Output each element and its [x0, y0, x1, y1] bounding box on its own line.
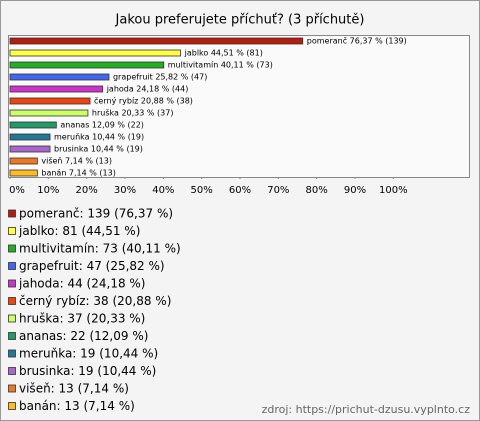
legend-label: ananas: 22 (12,09 %): [19, 329, 148, 343]
legend-swatch: [8, 402, 16, 410]
x-tick-label: 50%: [191, 185, 213, 196]
source: zdroj: https://prichut-dzusu.vyplnto.cz: [262, 403, 471, 416]
bar-label: jahoda 24,18 % (44): [106, 85, 189, 94]
bar: [9, 133, 51, 141]
legend-swatch: [8, 314, 16, 323]
legend-label: jahoda: 44 (24,18 %): [18, 277, 145, 291]
legend-label: grapefruit: 47 (25,82 %): [19, 259, 165, 273]
bar: [9, 49, 182, 57]
bar-label: jablko 44,51 % (81): [184, 49, 263, 58]
legend-label: meruňka: 19 (10,44 %): [19, 347, 158, 361]
bar-label: pomeranč 76,37 % (139): [307, 36, 407, 46]
bar-label: hruška 20,33 % (37): [92, 108, 174, 118]
legend-swatch: [8, 332, 16, 340]
x-tick-label: 0%: [9, 185, 25, 196]
chart-title: Jakou preferujete příchuť? (3 příchutě): [115, 13, 365, 28]
legend-swatch: [8, 244, 16, 253]
legend-label: černý rybíz: 38 (20,88 %): [19, 294, 171, 308]
bar: [9, 37, 304, 45]
bar: [9, 61, 165, 69]
legend-swatch: [8, 367, 16, 375]
bar: [9, 169, 38, 177]
bar-label: višeň 7,14 % (13): [41, 156, 112, 166]
legend-label: brusinka: 19 (10,44 %): [19, 364, 156, 378]
legend-label: hruška: 37 (20,33 %): [19, 312, 145, 326]
legend-label: pomeranč: 139 (76,37 %): [19, 207, 173, 221]
legend-label: banán: 13 (7,14 %): [19, 399, 135, 413]
x-tick-label: 60%: [229, 185, 251, 196]
x-tick-label: 10%: [37, 185, 59, 196]
plot-frame: [8, 35, 470, 178]
bar-label: meruňka 10,44 % (19): [54, 132, 144, 142]
x-tick-label: 90%: [344, 185, 366, 196]
x-tick-label: 70%: [267, 185, 289, 196]
bar: [9, 121, 57, 129]
legend-swatch: [8, 262, 16, 270]
x-tick-label: 40%: [152, 185, 174, 196]
bar: [9, 73, 110, 81]
legend-label: jablko: 81 (44,51 %): [18, 224, 140, 238]
legend-swatch: [8, 384, 16, 393]
legend-swatch: [8, 297, 16, 305]
legend-swatch: [8, 227, 16, 235]
bar-label: brusinka 10,44 % (19): [54, 145, 143, 154]
bar: [9, 97, 91, 105]
legend-label: višeň: 13 (7,14 %): [19, 382, 129, 396]
x-tick-label: 20%: [76, 185, 98, 196]
legend-swatch: [8, 279, 16, 288]
bar-label: ananas 12,09 % (22): [60, 121, 144, 130]
bar: [9, 145, 51, 153]
bar-label: grapefruit 25,82 % (47): [113, 73, 207, 82]
bar: [9, 85, 104, 93]
x-tick-label: 100%: [379, 185, 408, 196]
legend-swatch: [8, 349, 16, 358]
bar-label: černý rybíz 20,88 % (38): [94, 96, 193, 106]
bar-label: multivitamín 40,11 % (73): [168, 61, 273, 70]
x-tick-label: 30%: [114, 185, 136, 196]
bar-label: banán 7,14 % (13): [41, 169, 116, 178]
x-tick-label: 80%: [306, 185, 328, 196]
legend-label: multivitamín: 73 (40,11 %): [19, 242, 181, 256]
bar: [9, 109, 89, 117]
legend-swatch: [8, 209, 16, 218]
bar: [9, 157, 38, 165]
